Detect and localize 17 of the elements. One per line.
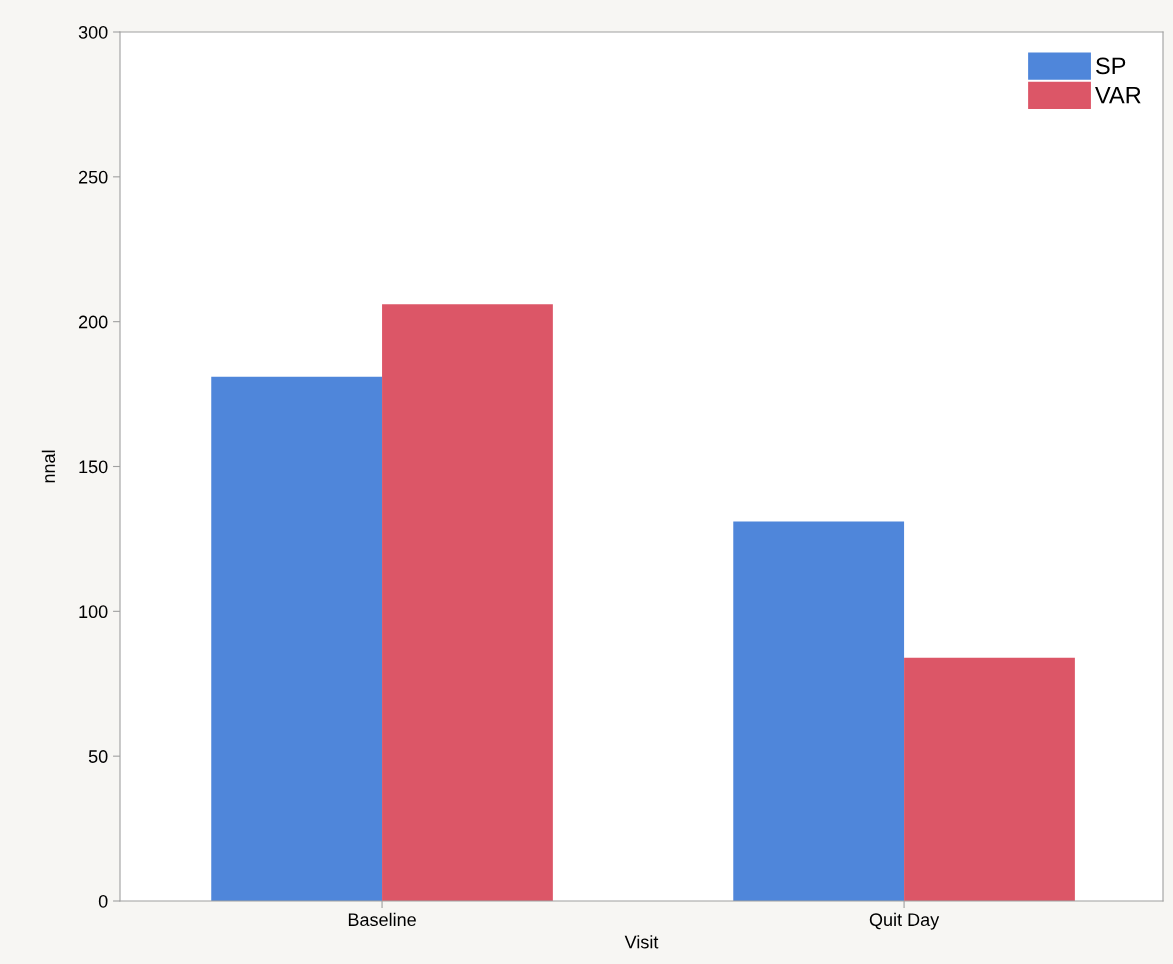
x-tick-label: Baseline	[348, 912, 416, 927]
y-tick-label: 100	[79, 605, 108, 619]
y-tick-label: 250	[78, 170, 108, 184]
y-tick-label: 150	[79, 460, 108, 474]
x-tick-label: Quit Day	[869, 912, 940, 930]
y-tick-label: 300	[78, 25, 108, 39]
y-tick-label: 200	[78, 315, 108, 329]
bar	[733, 521, 905, 901]
bar	[904, 657, 1075, 901]
bar	[211, 376, 383, 901]
x-axis-title: Visit	[624, 935, 659, 949]
y-tick-label: 50	[88, 750, 108, 763]
y-tick-label: 0	[98, 894, 108, 908]
y-axis-title: nnal	[41, 450, 56, 483]
legend-label: VAR	[1095, 87, 1141, 104]
bar	[382, 304, 553, 901]
legend-label: SP	[1096, 57, 1126, 75]
